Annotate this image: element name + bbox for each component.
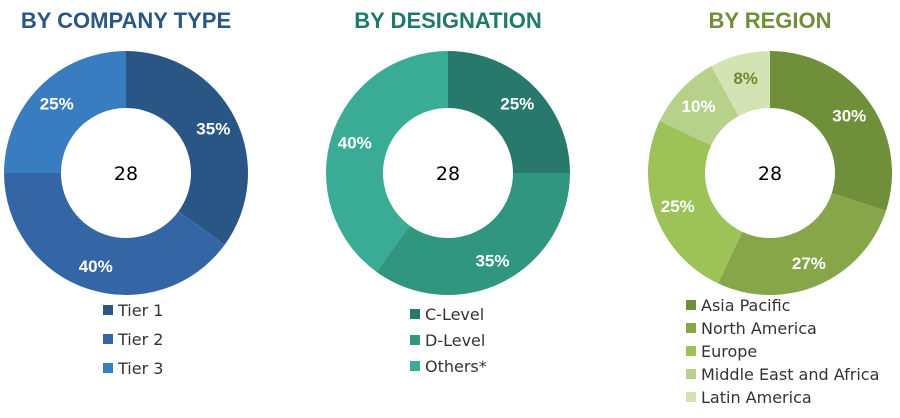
legend-label: Others* <box>425 357 487 376</box>
slice-value-label: 25% <box>661 197 695 216</box>
legend-swatch <box>103 305 113 315</box>
donut-slice <box>126 51 248 245</box>
donut-slice <box>376 173 570 295</box>
chart-title: BY COMPANY TYPE <box>21 8 231 33</box>
legend-swatch <box>686 392 696 402</box>
legend-label: Tier 1 <box>117 301 163 320</box>
slice-value-label: 25% <box>40 95 74 114</box>
chart-title: BY REGION <box>708 8 831 33</box>
slice-value-label: 40% <box>338 134 372 153</box>
chart-title: BY DESIGNATION <box>354 8 541 33</box>
slice-value-label: 10% <box>682 97 716 116</box>
slice-value-label: 35% <box>475 251 509 270</box>
donut-slice <box>325 51 448 272</box>
legend-label: Tier 2 <box>117 330 163 349</box>
slice-value-label: 8% <box>733 69 758 88</box>
donut-slice <box>448 51 570 173</box>
legend-swatch <box>686 346 696 356</box>
legend-swatch <box>410 335 420 345</box>
legend-label: Latin America <box>701 388 812 407</box>
donut-slice <box>718 193 887 295</box>
legend-swatch <box>103 363 113 373</box>
legend-label: D-Level <box>425 331 485 350</box>
donut-slice <box>4 51 126 173</box>
legend-swatch <box>686 323 696 333</box>
slice-value-label: 25% <box>500 95 534 114</box>
legend-label: Europe <box>701 342 757 361</box>
legend-swatch <box>410 309 420 319</box>
donut-slice <box>3 173 225 295</box>
slice-value-label: 40% <box>79 257 113 276</box>
legend-swatch <box>103 334 113 344</box>
legend-label: C-Level <box>425 305 484 324</box>
donut-slice <box>711 51 770 117</box>
legend-swatch <box>686 300 696 310</box>
donut-slice <box>659 66 739 146</box>
legend-swatch <box>410 361 420 371</box>
center-label: 28 <box>758 163 782 185</box>
slice-value-label: 35% <box>196 120 230 139</box>
legend-label: Tier 3 <box>117 359 163 378</box>
center-label: 28 <box>436 163 460 185</box>
donut-slice <box>648 121 743 284</box>
center-label: 28 <box>114 163 138 185</box>
slice-value-label: 30% <box>832 106 866 125</box>
legend-swatch <box>686 369 696 379</box>
slice-value-label: 27% <box>792 254 826 273</box>
legend-label: North America <box>701 319 817 338</box>
legend-label: Middle East and Africa <box>701 365 879 384</box>
donut-slice <box>770 51 892 211</box>
legend-label: Asia Pacific <box>701 296 790 315</box>
